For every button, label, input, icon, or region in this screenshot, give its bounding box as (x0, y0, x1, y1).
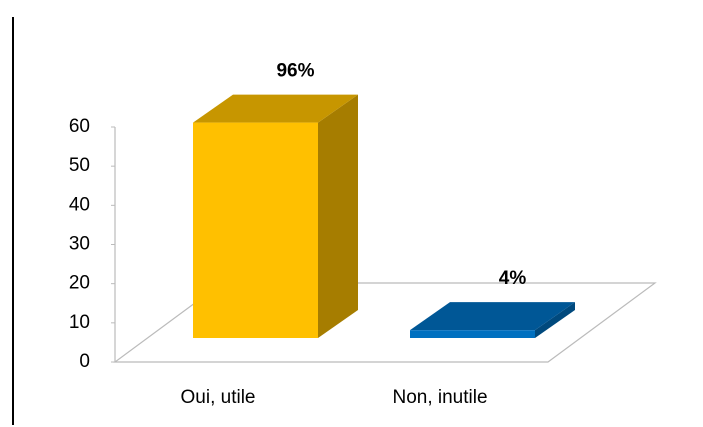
y-tick-label: 0 (79, 351, 90, 372)
y-tick-label: 10 (69, 312, 90, 333)
floor (113, 282, 657, 363)
y-tick-label: 20 (69, 273, 90, 294)
data-label: 4% (499, 268, 527, 289)
y-tick-label: 50 (69, 155, 90, 176)
y-tick-label: 30 (69, 234, 90, 255)
y-tick-label: 40 (69, 194, 90, 215)
bar (193, 122, 318, 338)
x-tick-label: Non, inutile (392, 387, 487, 408)
bar (410, 330, 535, 338)
data-label: 96% (276, 61, 314, 82)
x-tick-label: Oui, utile (181, 387, 256, 408)
bar-top (410, 302, 575, 331)
bar-side (318, 94, 358, 338)
bar-top (193, 94, 358, 123)
bar-side (535, 302, 575, 338)
y-tick-label: 60 (69, 116, 90, 137)
